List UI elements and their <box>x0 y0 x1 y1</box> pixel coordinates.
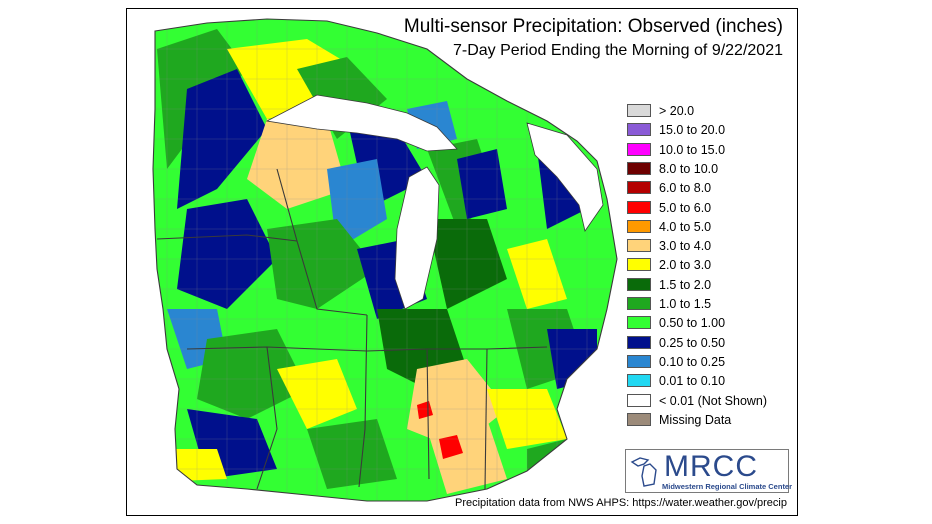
mrcc-logo: MRCC Midwestern Regional Climate Center <box>625 449 793 493</box>
legend-swatch <box>627 200 651 214</box>
state-borders <box>152 18 618 502</box>
data-credit: Precipitation data from NWS AHPS: https:… <box>455 497 787 509</box>
legend-label: 0.25 to 0.50 <box>659 335 726 350</box>
legend-swatch <box>627 316 651 330</box>
logo-subtext: Midwestern Regional Climate Center <box>662 482 793 491</box>
legend-swatch <box>627 258 651 272</box>
legend-label: 3.0 to 4.0 <box>659 239 712 254</box>
legend-label: 2.0 to 3.0 <box>659 258 712 273</box>
legend-label: 10.0 to 15.0 <box>659 142 726 157</box>
lake-huron <box>526 122 604 232</box>
map-frame: Multi-sensor Precipitation: Observed (in… <box>126 8 798 516</box>
legend-label: 0.01 to 0.10 <box>659 374 726 389</box>
map-subtitle: 7-Day Period Ending the Morning of 9/22/… <box>453 42 783 59</box>
precipitation-map <box>152 18 618 502</box>
michigan-outline-icon <box>630 457 657 487</box>
legend-label: > 20.0 <box>659 104 695 118</box>
legend-swatch <box>627 123 651 137</box>
legend-swatch <box>627 277 651 291</box>
legend-label: 15.0 to 20.0 <box>659 123 726 138</box>
legend-swatch <box>627 161 651 175</box>
legend-swatch <box>627 374 651 388</box>
legend-swatch <box>627 239 651 253</box>
legend-label: 0.10 to 0.25 <box>659 354 726 369</box>
legend-swatch <box>627 181 651 195</box>
legend-swatch <box>627 354 651 368</box>
legend-label: 1.5 to 2.0 <box>659 277 712 292</box>
legend-swatch <box>627 142 651 156</box>
legend-label: 6.0 to 8.0 <box>659 181 712 196</box>
legend-swatch <box>627 219 651 233</box>
legend-label: 8.0 to 10.0 <box>659 161 719 176</box>
legend-swatch <box>627 104 651 117</box>
legend-label: < 0.01 (Not Shown) <box>659 393 768 408</box>
legend-label: 4.0 to 5.0 <box>659 219 712 234</box>
legend-label: 1.0 to 1.5 <box>659 297 712 311</box>
legend-swatch <box>627 393 651 407</box>
lake-michigan <box>394 166 440 310</box>
logo-text: MRCC <box>664 450 758 483</box>
legend-swatch <box>627 335 651 349</box>
lake-superior <box>265 94 458 152</box>
legend-label: 5.0 to 6.0 <box>659 200 712 215</box>
legend-label: 0.50 to 1.00 <box>659 316 726 331</box>
map-title: Multi-sensor Precipitation: Observed (in… <box>403 16 783 37</box>
county-grid <box>153 19 617 501</box>
legend-swatch <box>627 412 651 426</box>
legend-swatch <box>627 297 651 310</box>
legend-label: Missing Data <box>659 412 732 427</box>
